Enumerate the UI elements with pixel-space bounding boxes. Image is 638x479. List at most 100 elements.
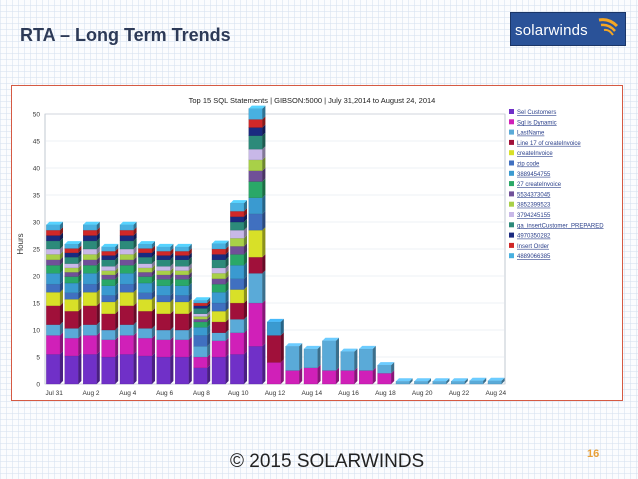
bar-segment-side (96, 302, 100, 325)
bar-segment-side (170, 248, 174, 256)
bar-segment-side (78, 260, 82, 268)
bar-segment-side (96, 227, 100, 236)
bar-segment-side (391, 370, 395, 384)
bar-segment-side (391, 362, 395, 374)
x-tick-label: Aug 10 (228, 390, 249, 397)
legend-swatch (509, 139, 514, 145)
bar-segment-side (207, 300, 211, 306)
bar-segment-side (299, 367, 303, 384)
bar-segment-side (60, 262, 64, 274)
x-tick-label: Jul 31 (46, 390, 64, 397)
bar-segment-side (188, 298, 192, 314)
bar-segment-side (78, 254, 82, 264)
bar-segment-side (207, 310, 211, 317)
bar-segment-side (170, 310, 174, 330)
bar-segment-side (280, 318, 284, 336)
bar-segment-side (115, 248, 119, 256)
bar-segment-side (170, 298, 174, 314)
bar-segment-side (96, 332, 100, 355)
bar-segment-side (170, 243, 174, 252)
bar-segment-side (78, 241, 82, 249)
x-tick-label: Aug 20 (412, 390, 433, 397)
legend-swatch (509, 150, 514, 156)
bar-segment-side (152, 308, 156, 329)
bar-segment-side (152, 325, 156, 339)
legend-swatch (509, 191, 514, 197)
bar-segment-side (152, 241, 156, 249)
x-tick-label: Aug 16 (338, 390, 359, 397)
y-tick-label: 35 (33, 193, 41, 200)
bar-segment-side (133, 302, 137, 325)
bar-segment-side (225, 281, 229, 293)
bar-segment-side (115, 310, 119, 330)
bar-segment-side (60, 332, 64, 355)
bar-top (175, 243, 192, 247)
bar-stack (248, 105, 266, 385)
bar-segment-side (188, 276, 192, 286)
bar-stack (138, 241, 156, 385)
bar-segment-side (262, 300, 266, 347)
bar-top (46, 221, 64, 225)
bar-segment-side (96, 221, 100, 231)
bar-stack (322, 337, 340, 385)
bar-segment-side (354, 348, 358, 371)
slide-title: RTA – Long Term Trends (20, 25, 231, 45)
bar-segment-side (262, 105, 266, 120)
bar-segment-side (244, 329, 248, 355)
y-tick-label: 40 (33, 166, 41, 173)
bar-top (248, 105, 266, 109)
bar-top (377, 362, 395, 366)
bar-segment-side (170, 292, 174, 302)
bar-segment-side (115, 256, 119, 267)
bar-segment-side (96, 251, 100, 260)
bar-top (487, 377, 505, 381)
bar-segment-side (244, 286, 248, 303)
bar-segment-side (262, 343, 266, 384)
bar-segment-side (60, 251, 64, 260)
x-tick-label: Aug 14 (301, 390, 322, 397)
bar-segment-side (78, 249, 82, 258)
bar-segment-side (170, 336, 174, 357)
bar-segment-side (170, 354, 174, 384)
bar-segment-side (152, 264, 156, 273)
legend-swatch (509, 232, 514, 238)
bar-segment-side (207, 318, 211, 328)
legend-label: 3889454755 (517, 172, 551, 178)
bar-segment-side (244, 219, 248, 231)
bar-segment-side (96, 256, 100, 266)
bar-stack (267, 318, 284, 385)
bar-segment-side (78, 245, 82, 253)
bar-segment-side (60, 302, 64, 325)
bar-segment-side (133, 237, 137, 249)
bar-segment-side (133, 262, 137, 274)
bar-segment-side (262, 132, 266, 150)
bar-segment-side (78, 335, 82, 356)
bar-segment-side (244, 243, 248, 255)
bar-segment-side (188, 263, 192, 271)
bar-segment-side (115, 354, 119, 384)
bar-segment-side (133, 232, 137, 241)
bar-segment-side (133, 351, 137, 384)
y-tick-label: 5 (36, 355, 40, 362)
bar-segment-side (188, 336, 192, 357)
bar-segment-side (152, 249, 156, 258)
bar-segment-side (262, 146, 266, 160)
bar-segment-side (133, 270, 137, 285)
legend-swatch (509, 129, 514, 135)
bar-segment-side (133, 221, 137, 231)
bar-stack (119, 221, 137, 385)
y-tick-labels: 0 5 10 15 20 25 30 35 40 45 50 (33, 112, 41, 389)
bar-segment-side (133, 281, 137, 293)
legend-swatch (509, 201, 514, 207)
bar-segment-side (96, 321, 100, 336)
bar-segment-side (170, 267, 174, 275)
logo-text: solarwinds (515, 22, 588, 39)
bar-segment-side (225, 270, 229, 279)
bar-segment-side (60, 281, 64, 293)
legend-swatch (509, 109, 514, 114)
legend: Sel Customers Sql is Dynamic LastName Line … (509, 109, 604, 260)
legend-label: Line 17 of createInvoice (517, 141, 581, 147)
bar-segment-side (60, 351, 64, 384)
bar-segment-side (207, 302, 211, 309)
